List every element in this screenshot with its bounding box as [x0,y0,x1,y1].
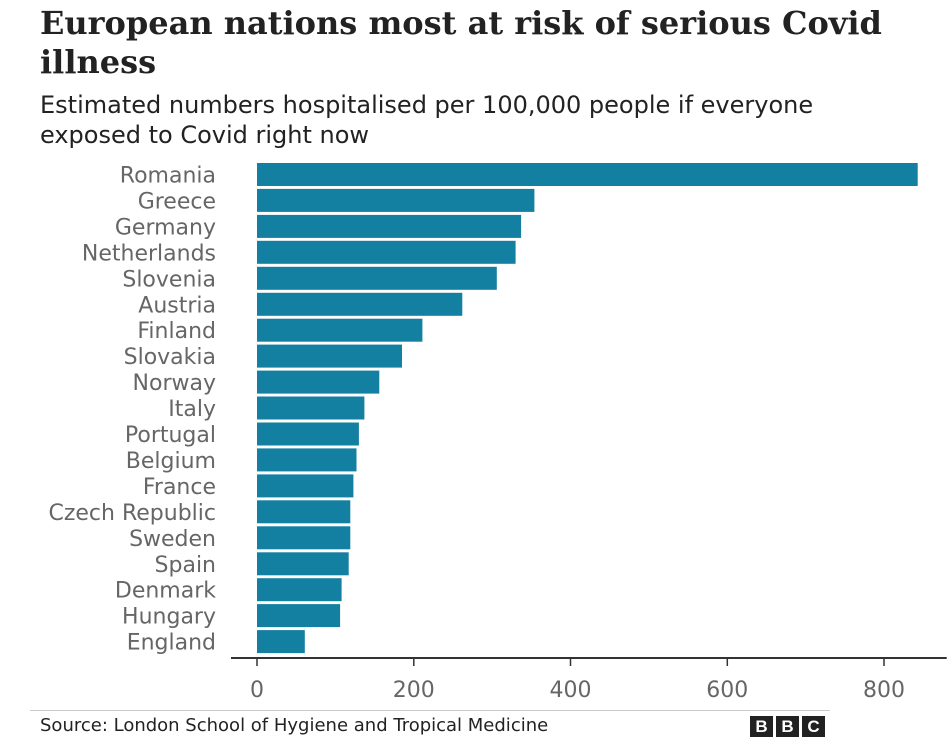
category-label: Italy [168,397,216,422]
category-label: Hungary [122,605,216,630]
bar-slovakia [257,344,402,368]
logo-letter: C [802,716,825,737]
category-label: Finland [137,319,216,344]
category-labels: RomaniaGreeceGermanyNetherlandsSloveniaA… [48,164,216,656]
bar-belgium [257,448,357,472]
source-note: Source: London School of Hygiene and Tro… [40,715,549,736]
bbc-logo: B B C [750,716,825,737]
chart-title: European nations most at risk of serious… [40,4,882,81]
bar-slovenia [257,266,497,290]
bar-norway [257,370,380,394]
bar-germany [257,214,522,238]
bar-romania [257,163,918,186]
category-label: Germany [115,215,216,240]
category-label: France [143,475,216,500]
x-tick-label: 600 [706,678,748,703]
bar-netherlands [257,240,516,264]
bar-portugal [257,422,359,446]
x-tick-label: 400 [550,678,592,703]
bar-denmark [257,578,342,602]
category-label: Czech Republic [48,501,216,526]
category-label: Slovenia [122,267,216,292]
category-label: Sweden [129,527,216,552]
category-label: Norway [133,371,216,396]
bar-hungary [257,604,341,628]
x-tick-label: 200 [393,678,435,703]
x-tick-label: 0 [250,678,264,703]
bar-austria [257,292,463,316]
category-label: Greece [138,189,216,214]
category-label: Denmark [115,579,216,604]
category-label: England [127,631,216,656]
bar-finland [257,318,423,342]
logo-letter: B [750,716,773,737]
bar-italy [257,396,365,420]
category-label: Netherlands [82,241,216,266]
category-label: Slovakia [124,345,216,370]
bars-group [257,163,918,654]
x-tick-label: 800 [863,678,905,703]
chart-subtitle: Estimated numbers hospitalised per 100,0… [40,91,814,149]
bar-greece [257,188,535,212]
category-label: Belgium [126,449,216,474]
x-axis-ticks: 0 200 400 600 800 [250,658,905,703]
bar-czech-republic [257,500,351,524]
logo-letter: B [776,716,799,737]
bar-england [257,630,305,654]
bar-spain [257,552,349,576]
footer-divider [30,710,830,711]
category-label: Portugal [125,423,216,448]
bar-france [257,474,354,498]
category-label: Spain [155,553,216,578]
bar-sweden [257,526,351,550]
category-label: Romania [120,164,216,189]
category-label: Austria [138,293,216,318]
